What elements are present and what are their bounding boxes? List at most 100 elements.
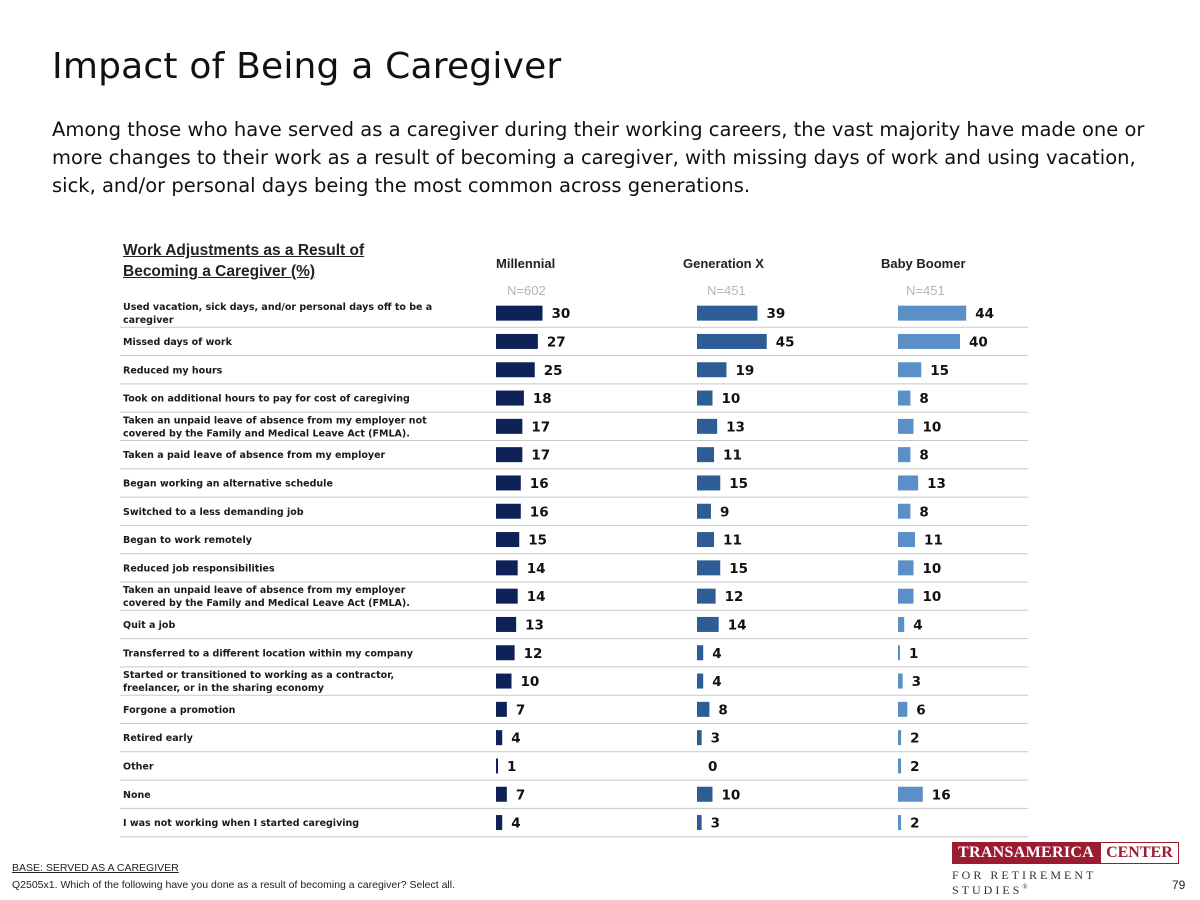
category-label: Began working an alternative schedule bbox=[123, 478, 333, 489]
data-label: 1 bbox=[507, 759, 516, 775]
data-label: 15 bbox=[729, 561, 748, 577]
bar-generation-x bbox=[697, 560, 721, 576]
page-title: Impact of Being a Caregiver bbox=[52, 46, 562, 87]
data-label: 13 bbox=[525, 617, 544, 633]
bar-millennial bbox=[496, 333, 538, 349]
bar-millennial bbox=[496, 730, 503, 746]
data-label: 13 bbox=[927, 476, 946, 492]
data-label: 12 bbox=[725, 589, 744, 605]
category-label: Taken an unpaid leave of absence from my… bbox=[123, 585, 406, 596]
data-label: 10 bbox=[722, 787, 741, 803]
category-label: Retired early bbox=[123, 733, 194, 744]
bar-generation-x bbox=[697, 815, 702, 831]
data-label: 15 bbox=[930, 363, 949, 379]
data-label: 4 bbox=[913, 617, 922, 633]
data-label: 19 bbox=[735, 363, 754, 379]
category-label: Switched to a less demanding job bbox=[123, 507, 304, 518]
bar-baby-boomer bbox=[898, 588, 914, 604]
bar-millennial bbox=[496, 475, 521, 491]
bar-baby-boomer bbox=[898, 701, 908, 717]
bar-generation-x bbox=[697, 475, 721, 491]
category-label: Forgone a promotion bbox=[123, 705, 236, 716]
data-label: 16 bbox=[530, 476, 549, 492]
category-label: freelancer, or in the sharing economy bbox=[123, 683, 325, 694]
bar-millennial bbox=[496, 418, 523, 434]
data-label: 14 bbox=[527, 589, 546, 605]
category-label: Took on additional hours to pay for cost… bbox=[123, 394, 410, 405]
data-label: 3 bbox=[912, 674, 921, 690]
bar-generation-x bbox=[697, 532, 715, 548]
data-label: 44 bbox=[975, 306, 994, 322]
bar-baby-boomer bbox=[898, 758, 902, 774]
category-label: Other bbox=[123, 761, 154, 772]
data-label: 2 bbox=[910, 731, 919, 747]
category-label: Taken a paid leave of absence from my em… bbox=[123, 450, 386, 461]
data-label: 4 bbox=[511, 816, 520, 832]
logo-name-right: CENTER bbox=[1100, 842, 1179, 864]
bar-millennial bbox=[496, 786, 507, 802]
data-label: 11 bbox=[924, 533, 943, 549]
logo-tagline-text: FOR RETIREMENT STUDIES bbox=[952, 868, 1097, 897]
data-label: 11 bbox=[723, 533, 742, 549]
data-label: 13 bbox=[726, 419, 745, 435]
data-label: 14 bbox=[728, 617, 747, 633]
data-label: 10 bbox=[722, 391, 741, 407]
series-header-baby-boomer: Baby Boomer bbox=[881, 256, 966, 271]
transamerica-logo: TRANSAMERICA CENTER FOR RETIREMENT STUDI… bbox=[952, 842, 1179, 898]
bar-millennial bbox=[496, 673, 512, 689]
data-label: 39 bbox=[766, 306, 785, 322]
category-label: Taken an unpaid leave of absence from my… bbox=[123, 415, 427, 426]
data-label: 15 bbox=[729, 476, 748, 492]
bar-generation-x bbox=[697, 786, 713, 802]
data-label: 27 bbox=[547, 334, 566, 350]
category-label: Reduced my hours bbox=[123, 365, 223, 376]
bar-baby-boomer bbox=[898, 616, 905, 632]
bar-generation-x bbox=[697, 673, 704, 689]
bar-baby-boomer bbox=[898, 730, 902, 746]
data-label: 8 bbox=[919, 391, 928, 407]
data-label: 16 bbox=[530, 504, 549, 520]
logo-tagline: FOR RETIREMENT STUDIES® bbox=[952, 868, 1167, 898]
category-label: covered by the Family and Medical Leave … bbox=[123, 598, 410, 609]
bar-millennial bbox=[496, 305, 543, 321]
category-label: I was not working when I started caregiv… bbox=[123, 818, 359, 829]
bar-generation-x bbox=[697, 645, 704, 661]
data-label: 45 bbox=[776, 334, 795, 350]
data-label: 12 bbox=[524, 646, 543, 662]
data-label: 8 bbox=[919, 448, 928, 464]
bar-generation-x bbox=[697, 588, 716, 604]
page-number: 79 bbox=[1172, 878, 1186, 892]
logo-name-left: TRANSAMERICA bbox=[952, 842, 1101, 864]
bar-baby-boomer bbox=[898, 786, 923, 802]
data-label: 8 bbox=[718, 702, 727, 718]
bar-baby-boomer bbox=[898, 503, 911, 519]
bar-millennial bbox=[496, 503, 521, 519]
data-label: 25 bbox=[544, 363, 563, 379]
category-label: caregiver bbox=[123, 315, 174, 326]
data-label: 40 bbox=[969, 334, 988, 350]
category-label: Missed days of work bbox=[123, 337, 233, 348]
data-label: 4 bbox=[712, 674, 721, 690]
bar-generation-x bbox=[697, 503, 711, 519]
category-label: Reduced job responsibilities bbox=[123, 563, 275, 574]
bar-baby-boomer bbox=[898, 645, 900, 661]
category-label: Used vacation, sick days, and/or persona… bbox=[123, 302, 432, 313]
data-label: 3 bbox=[711, 731, 720, 747]
data-label: 2 bbox=[910, 759, 919, 775]
series-header-generation-x: Generation X bbox=[683, 256, 764, 271]
data-label: 17 bbox=[531, 419, 550, 435]
bar-generation-x bbox=[697, 701, 710, 717]
bar-millennial bbox=[496, 588, 518, 604]
page-subtitle: Among those who have served as a caregiv… bbox=[52, 118, 1145, 197]
series-n-baby-boomer: N=451 bbox=[906, 283, 945, 298]
bar-generation-x bbox=[697, 333, 767, 349]
bar-baby-boomer bbox=[898, 560, 914, 576]
data-label: 15 bbox=[528, 533, 547, 549]
data-label: 17 bbox=[531, 448, 550, 464]
chart-title-line-1: Work Adjustments as a Result of bbox=[123, 242, 365, 259]
data-label: 4 bbox=[712, 646, 721, 662]
bar-generation-x bbox=[697, 305, 758, 321]
data-label: 10 bbox=[923, 561, 942, 577]
bar-millennial bbox=[496, 447, 523, 463]
data-label: 10 bbox=[521, 674, 540, 690]
